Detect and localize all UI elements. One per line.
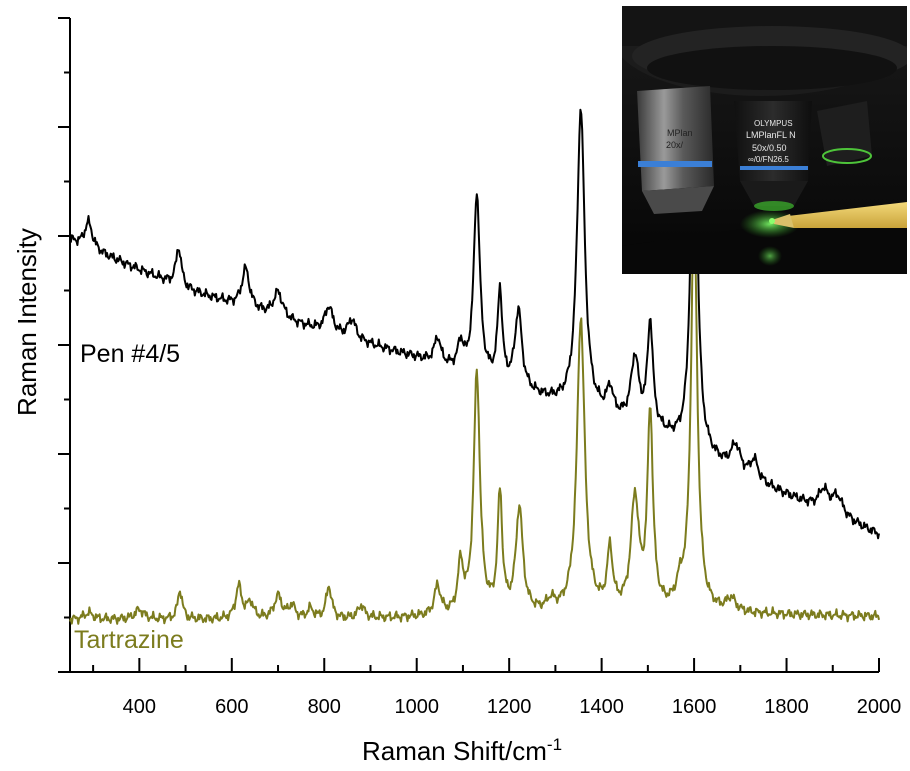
yellow-pen bbox=[769, 202, 907, 228]
x-tick-labels: 400 600 800 1000 1200 1400 1600 1800 2000 bbox=[123, 696, 902, 718]
svg-text:OLYMPUS: OLYMPUS bbox=[754, 119, 793, 128]
series-layer bbox=[69, 41, 880, 625]
svg-text:LMPlanFL N: LMPlanFL N bbox=[746, 130, 796, 140]
x-tick-label-1200: 1200 bbox=[487, 696, 532, 718]
x-axis-title-superscript: -1 bbox=[547, 735, 562, 754]
series-line-pen-4-5 bbox=[69, 41, 880, 540]
x-tick-label-1600: 1600 bbox=[672, 696, 717, 718]
series-label-tartrazine: Tartrazine bbox=[74, 626, 184, 654]
objective-center: OLYMPUS LMPlanFL N 50x/0.50 ∞/0/FN26.5 bbox=[734, 101, 812, 211]
svg-text:20x/: 20x/ bbox=[666, 140, 684, 150]
x-axis-title: Raman Shift/cm-1 bbox=[362, 735, 562, 766]
microscope-inset-photo: MPlan 20x/ OLYMPUS LMPlanFL N 50x/0.50 ∞… bbox=[622, 6, 907, 274]
series-label-pen: Pen #4/5 bbox=[80, 340, 180, 368]
x-tick-label-1400: 1400 bbox=[579, 696, 624, 718]
objective-left: MPlan 20x/ bbox=[637, 86, 714, 214]
svg-text:50x/0.50: 50x/0.50 bbox=[752, 143, 787, 153]
x-tick-label-600: 600 bbox=[215, 696, 248, 718]
microscope-photo-icon: MPlan 20x/ OLYMPUS LMPlanFL N 50x/0.50 ∞… bbox=[622, 6, 907, 274]
x-ticks bbox=[92, 658, 880, 672]
series-line-tartrazine bbox=[69, 200, 880, 625]
y-axis-title: Raman Intensity bbox=[12, 228, 42, 416]
x-tick-label-800: 800 bbox=[308, 696, 341, 718]
x-tick-label-2000: 2000 bbox=[857, 696, 902, 718]
objective-right bbox=[817, 101, 872, 166]
x-tick-label-1000: 1000 bbox=[394, 696, 439, 718]
svg-text:∞/0/FN26.5: ∞/0/FN26.5 bbox=[748, 155, 789, 164]
svg-text:MPlan: MPlan bbox=[667, 128, 693, 138]
x-axis-title-text: Raman Shift/cm bbox=[362, 736, 547, 766]
y-ticks bbox=[58, 17, 70, 673]
x-tick-label-1800: 1800 bbox=[764, 696, 809, 718]
x-tick-label-400: 400 bbox=[123, 696, 156, 718]
